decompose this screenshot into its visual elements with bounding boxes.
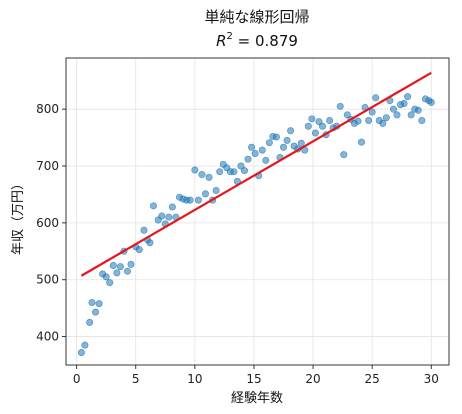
data-point [400,99,408,107]
data-point [248,143,256,151]
data-point [251,150,259,158]
chart-title-line1: 単純な線形回帰 [204,8,309,26]
data-point [311,129,319,137]
data-point [92,308,100,316]
data-point [102,273,110,281]
x-axis-ticks: 0 5 10 15 20 25 30 [73,365,439,386]
data-point [336,102,344,110]
x-tick-label: 25 [365,372,380,386]
data-point [198,171,206,179]
y-tick-label: 600 [36,216,59,230]
grid-lines [66,58,449,365]
r2-symbol: R [216,32,226,50]
data-point [113,269,121,277]
data-point [418,117,426,125]
plot-frame [65,57,450,366]
data-point [205,173,213,181]
scatter-points [77,93,435,356]
data-point [106,279,114,287]
r2-exponent: 2 [227,31,233,42]
y-tick-label: 400 [36,330,59,344]
x-tick-label: 0 [73,372,81,386]
x-axis-label: 経験年数 [231,391,283,406]
data-point [165,213,173,221]
data-point [81,341,89,349]
data-point [358,138,366,146]
data-point [297,139,305,147]
data-point [382,114,390,122]
data-point [272,133,280,141]
data-point [237,162,245,170]
data-point [372,94,380,102]
data-point [123,267,131,275]
data-point [368,108,376,116]
x-tick-label: 20 [305,372,320,386]
data-point [127,260,135,268]
data-point [262,156,270,164]
data-point [168,203,176,211]
y-tick-label: 800 [36,102,59,116]
data-point [287,127,295,135]
data-point [216,168,224,176]
data-point [315,118,323,126]
data-point [88,298,96,306]
y-axis-ticks: 400 500 600 700 800 [36,102,66,344]
data-point [191,166,199,174]
data-point [389,105,397,113]
data-point [135,246,143,254]
data-point [414,106,422,114]
data-point [340,151,348,159]
data-point [244,155,252,163]
data-point [379,119,387,127]
data-point [319,122,327,130]
x-tick-label: 10 [187,372,202,386]
data-point [201,190,209,198]
data-point [354,117,362,125]
data-point [186,196,194,204]
data-point [146,239,154,247]
data-point [393,111,401,119]
y-tick-label: 700 [36,159,59,173]
data-point [77,348,85,356]
data-point [326,117,334,125]
data-point [240,167,248,175]
data-point [304,122,312,130]
data-point [283,136,291,144]
x-tick-label: 5 [132,372,140,386]
chart-title-r2: R2 = 0.879 [216,31,298,50]
r2-value: = 0.879 [233,32,298,50]
data-point [149,202,157,210]
y-axis-label: 年収（万円） [11,177,26,255]
data-point [343,111,351,119]
data-point [86,318,94,326]
data-point [280,143,288,151]
data-point [308,115,316,123]
data-point [265,139,273,147]
x-tick-label: 30 [424,372,439,386]
data-point [212,186,220,194]
regression-line [80,71,432,277]
data-point [365,117,373,125]
data-point [116,263,124,271]
data-point [194,196,202,204]
data-point [258,146,266,154]
data-point [95,300,103,308]
data-point [158,212,166,220]
data-point [109,262,117,270]
y-tick-label: 500 [36,273,59,287]
data-point [140,226,148,234]
x-tick-label: 15 [246,372,261,386]
regression-line-group [80,71,432,277]
data-point [407,111,415,119]
data-point [427,98,435,106]
data-point [404,93,412,101]
data-point [230,168,238,176]
